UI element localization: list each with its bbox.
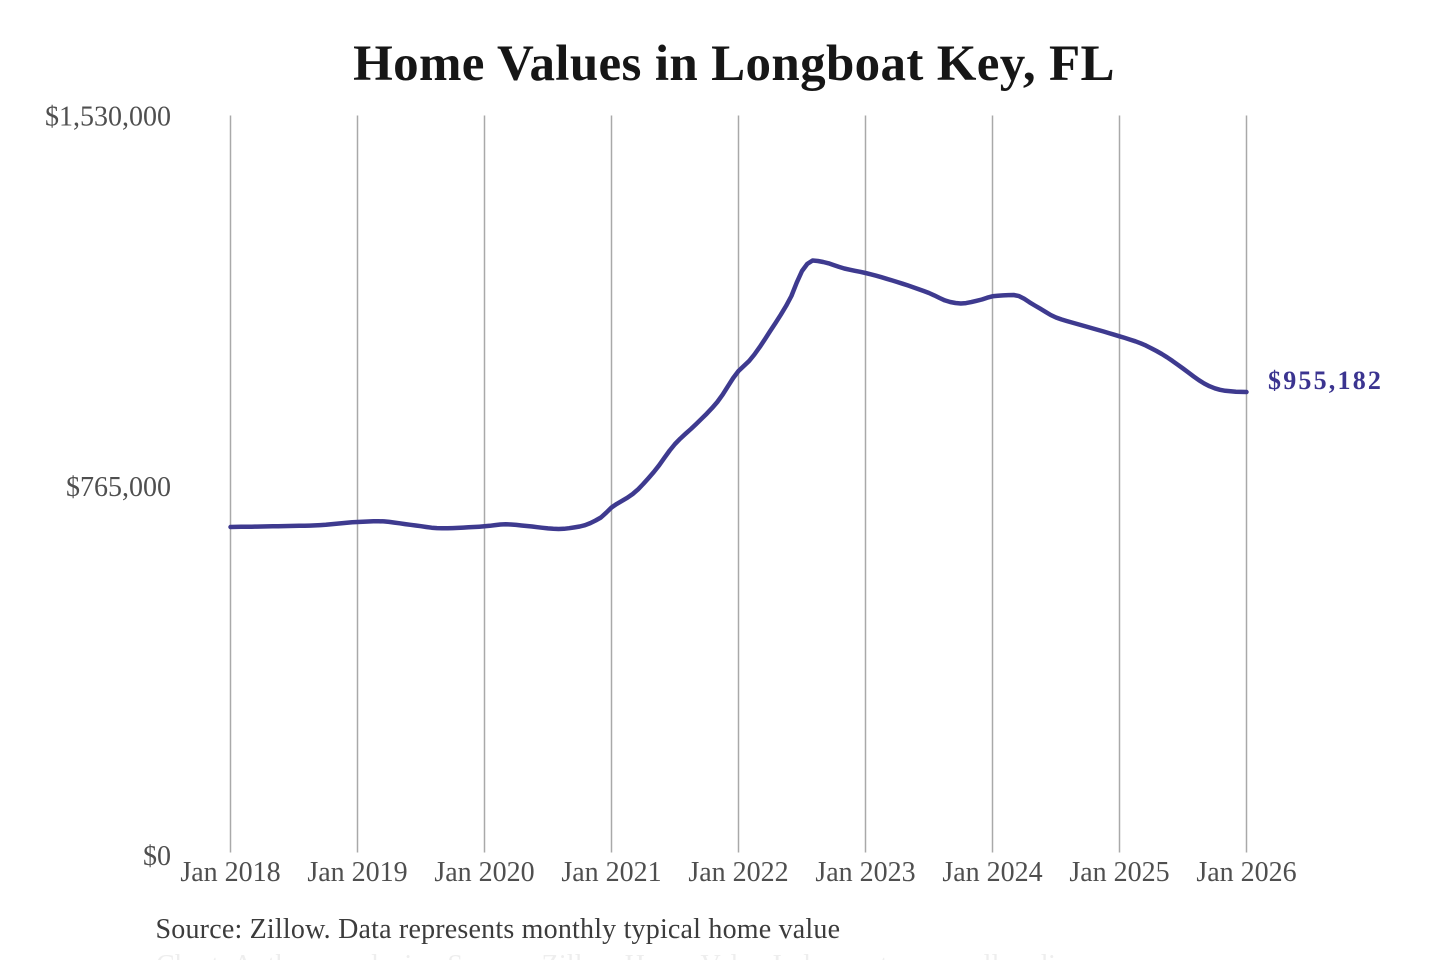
svg-text:Jan 2023: Jan 2023: [815, 857, 915, 888]
svg-text:$765,000: $765,000: [66, 472, 171, 503]
svg-text:Jan 2026: Jan 2026: [1196, 857, 1296, 888]
svg-text:Home Values in Longboat Key, F: Home Values in Longboat Key, FL: [353, 36, 1115, 92]
svg-text:Jan 2024: Jan 2024: [942, 857, 1042, 888]
svg-text:Jan 2019: Jan 2019: [307, 857, 407, 888]
svg-text:$0: $0: [143, 841, 171, 872]
svg-text:Jan 2018: Jan 2018: [180, 857, 280, 888]
svg-text:Jan 2020: Jan 2020: [434, 857, 534, 888]
svg-text:Jan 2025: Jan 2025: [1069, 857, 1169, 888]
svg-text:$1,530,000: $1,530,000: [45, 102, 171, 133]
svg-text:Source: Zillow. Data represent: Source: Zillow. Data represents monthly …: [156, 914, 841, 945]
svg-text:$955,182: $955,182: [1268, 366, 1383, 395]
svg-text:Chart: Authors analysis · Sour: Chart: Authors analysis · Source: Zillow…: [156, 950, 1063, 960]
svg-text:Jan 2021: Jan 2021: [561, 857, 661, 888]
svg-text:Jan 2022: Jan 2022: [688, 857, 788, 888]
